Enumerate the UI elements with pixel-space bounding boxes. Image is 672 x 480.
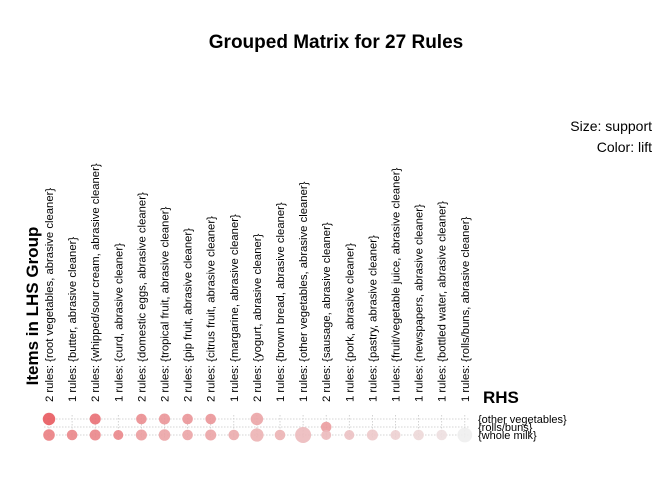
lhs-group-label: 1 rules: {rolls/buns, abrasive cleaner}	[460, 217, 472, 402]
rule-point	[43, 429, 55, 441]
rule-point	[158, 429, 171, 441]
rhs-item-label: {whole milk}	[478, 430, 537, 442]
rule-point	[320, 421, 332, 433]
legend-color-label: Color: lift	[597, 139, 652, 155]
rule-point	[390, 430, 401, 440]
rule-point	[228, 429, 240, 441]
rule-point	[366, 429, 378, 441]
rule-point	[436, 429, 447, 441]
rhs-item-label: {rolls/buns}	[478, 422, 533, 434]
rule-point	[113, 430, 124, 440]
lhs-group-label: 1 rules: {fruit/vegetable juice, abrasiv…	[391, 168, 403, 402]
lhs-group-label: 2 rules: {pip fruit, abrasive cleaner}	[183, 228, 195, 402]
rule-point	[457, 427, 473, 443]
lhs-group-label: 2 rules: {yogurt, abrasive cleaner}	[252, 233, 264, 402]
lhs-group-label: 1 rules: {brown bread, abrasive cleaner}	[275, 202, 287, 402]
rule-points	[42, 412, 473, 443]
lhs-group-label: 1 rules: {other vegetables, abrasive cle…	[298, 181, 310, 402]
rule-point	[250, 412, 264, 426]
rule-point	[205, 429, 217, 441]
lhs-group-label: 2 rules: {sausage, abrasive cleaner}	[321, 222, 333, 402]
rule-point	[413, 429, 424, 441]
rhs-item-label: {other vegetables}	[478, 414, 567, 426]
y-axis-label: RHS	[483, 388, 519, 407]
lhs-group-label: 1 rules: {butter, abrasive cleaner}	[67, 237, 79, 402]
rule-point	[158, 413, 171, 425]
lhs-group-label: 1 rules: {bottled water, abrasive cleane…	[437, 201, 449, 402]
rule-point	[321, 430, 332, 440]
lhs-group-label: 2 rules: {whipped/sour cream, abrasive c…	[90, 163, 102, 402]
rule-point	[66, 429, 78, 441]
lhs-group-label: 2 rules: {root vegetables, abrasive clea…	[44, 188, 56, 402]
rule-point	[135, 429, 147, 441]
rule-point	[89, 413, 101, 425]
lhs-group-label: 2 rules: {citrus fruit, abrasive cleaner…	[206, 216, 218, 402]
rule-point	[89, 429, 101, 441]
lhs-group-label: 1 rules: {newspapers, abrasive cleaner}	[414, 204, 426, 402]
rule-point	[182, 429, 193, 441]
rule-point	[274, 429, 286, 441]
rule-point	[250, 428, 264, 442]
lhs-group-label: 2 rules: {tropical fruit, abrasive clean…	[160, 206, 172, 402]
lhs-group-label: 1 rules: {pork, abrasive cleaner}	[344, 243, 356, 402]
rule-point	[295, 427, 312, 443]
x-axis-label: Items in LHS Group	[23, 227, 42, 386]
chart-title: Grouped Matrix for 27 Rules	[209, 32, 463, 53]
lhs-group-label: 1 rules: {margarine, abrasive cleaner}	[229, 214, 241, 402]
lhs-group-label: 2 rules: {domestic eggs, abrasive cleane…	[136, 192, 148, 402]
rule-point	[344, 430, 355, 440]
lhs-group-label: 1 rules: {curd, abrasive cleaner}	[113, 243, 125, 402]
rule-point	[205, 413, 216, 425]
lhs-group-labels: 2 rules: {root vegetables, abrasive clea…	[44, 163, 472, 402]
rhs-item-labels: {other vegetables}{rolls/buns}{whole mil…	[478, 414, 567, 442]
rule-point	[136, 413, 147, 425]
rule-point	[42, 412, 56, 426]
lhs-group-label: 1 rules: {pastry, abrasive cleaner}	[367, 235, 379, 402]
rule-point	[182, 413, 193, 425]
legend-size-label: Size: support	[570, 118, 652, 134]
